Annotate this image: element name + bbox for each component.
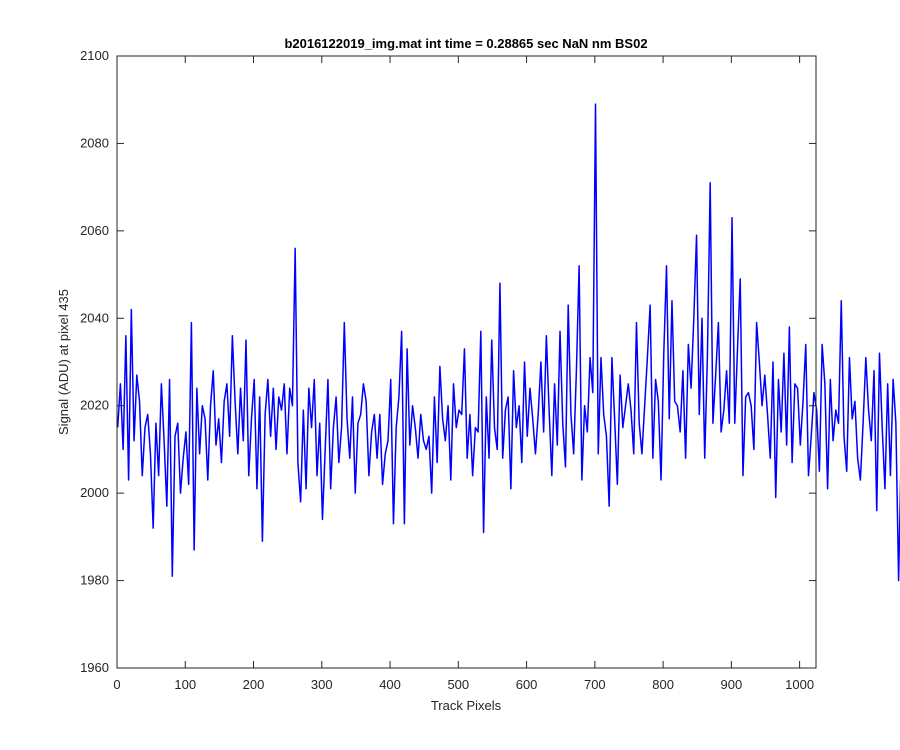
x-tick-label: 200 [243, 677, 265, 692]
data-layer [116, 103, 900, 582]
x-tick-label: 900 [721, 677, 743, 692]
x-tick-label: 700 [584, 677, 606, 692]
x-axis: 0 100 200 300 400 500 600 700 800 900 1000 [113, 56, 814, 692]
series-line-1 [116, 103, 900, 582]
y-tick-label: 2080 [80, 135, 109, 150]
chart-title: b2016122019_img.mat int time = 0.28865 s… [284, 36, 647, 51]
x-axis-label: Track Pixels [431, 698, 502, 713]
y-axis: 1960 1980 2000 2020 2040 2060 2080 2100 [80, 48, 816, 675]
x-tick-label: 800 [652, 677, 674, 692]
x-tick-label: 600 [516, 677, 538, 692]
plot-area [117, 56, 816, 668]
x-tick-label: 1000 [785, 677, 814, 692]
y-tick-label: 1960 [80, 660, 109, 675]
x-tick-label: 100 [174, 677, 196, 692]
y-tick-label: 2020 [80, 398, 109, 413]
y-tick-label: 2040 [80, 310, 109, 325]
x-tick-label: 400 [379, 677, 401, 692]
x-tick-label: 0 [113, 677, 120, 692]
x-tick-label: 500 [447, 677, 469, 692]
y-tick-label: 2060 [80, 223, 109, 238]
y-tick-label: 2000 [80, 485, 109, 500]
y-axis-label: Signal (ADU) at pixel 435 [56, 289, 71, 435]
x-tick-label: 300 [311, 677, 333, 692]
axes-box [116, 55, 817, 669]
y-tick-label: 2100 [80, 48, 109, 63]
y-tick-label: 1980 [80, 573, 109, 588]
